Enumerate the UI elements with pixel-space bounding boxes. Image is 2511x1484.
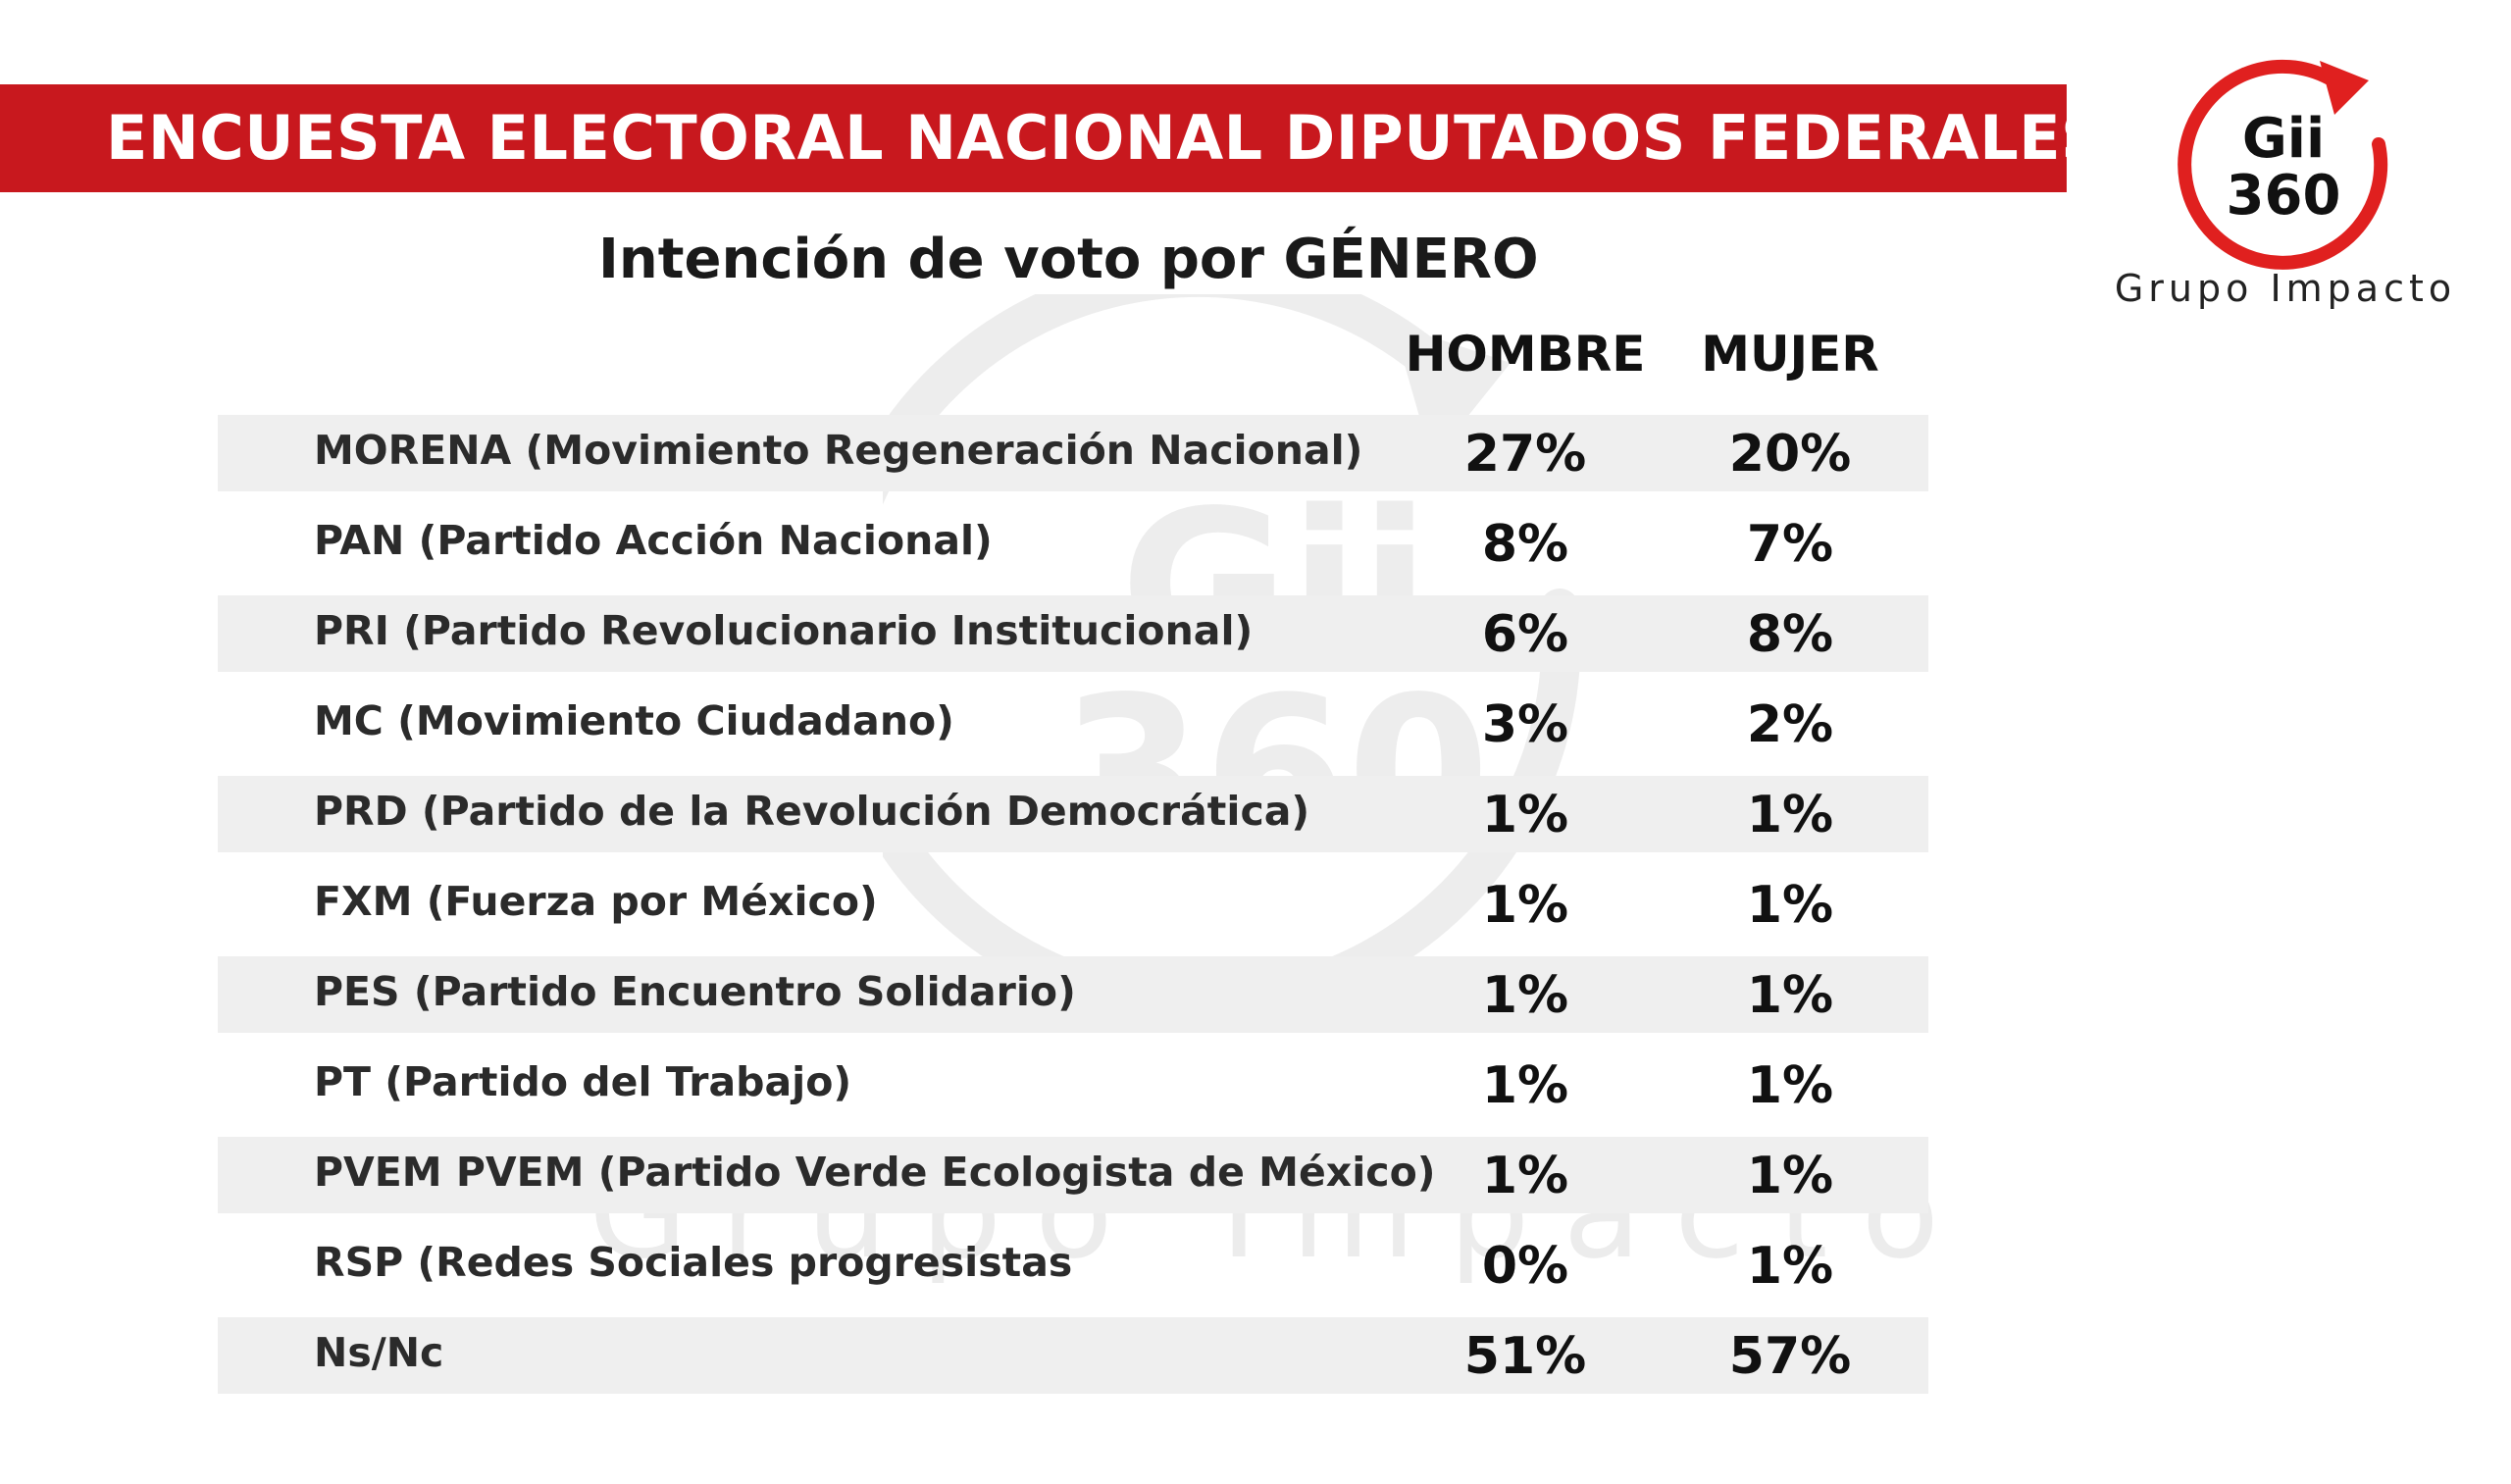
- table-row: FXM (Fuerza por México) 1% 1%: [218, 866, 1928, 956]
- value-mujer: 1%: [1746, 966, 1834, 1025]
- chart-subtitle: Intención de voto por GÉNERO: [598, 228, 1539, 291]
- column-header-mujer: MUJER: [1701, 326, 1879, 383]
- value-mujer: 1%: [1746, 1237, 1834, 1296]
- table-row: Ns/Nc 51% 57%: [218, 1317, 1928, 1407]
- column-header-hombre: HOMBRE: [1405, 326, 1646, 383]
- party-name: MC (Movimiento Ciudadano): [314, 697, 954, 744]
- value-hombre: 1%: [1481, 1147, 1569, 1205]
- party-name: PAN (Partido Acción Nacional): [314, 517, 993, 564]
- party-name: RSP (Redes Sociales progresistas: [314, 1239, 1073, 1286]
- value-hombre: 1%: [1481, 876, 1569, 935]
- table-row: PT (Partido del Trabajo) 1% 1%: [218, 1047, 1928, 1137]
- title-banner: ENCUESTA ELECTORAL NACIONAL DIPUTADOS FE…: [0, 84, 2105, 192]
- value-mujer: 8%: [1746, 605, 1834, 664]
- party-name: PT (Partido del Trabajo): [314, 1058, 852, 1105]
- value-hombre: 51%: [1463, 1327, 1587, 1386]
- value-hombre: 8%: [1481, 515, 1569, 574]
- value-mujer: 57%: [1728, 1327, 1852, 1386]
- table-row: PES (Partido Encuentro Solidario) 1% 1%: [218, 956, 1928, 1047]
- value-hombre: 3%: [1481, 695, 1569, 754]
- table-row: PAN (Partido Acción Nacional) 8% 7%: [218, 505, 1928, 595]
- value-mujer: 7%: [1746, 515, 1834, 574]
- party-name: PRI (Partido Revolucionario Instituciona…: [314, 607, 1254, 654]
- value-mujer: 20%: [1728, 425, 1852, 484]
- results-table: MORENA (Movimiento Regeneración Nacional…: [218, 415, 1928, 1407]
- table-row: PRD (Partido de la Revolución Democrátic…: [218, 776, 1928, 866]
- table-row: MORENA (Movimiento Regeneración Nacional…: [218, 415, 1928, 505]
- table-row: RSP (Redes Sociales progresistas 0% 1%: [218, 1227, 1928, 1317]
- logo-line1: Gii: [2242, 107, 2325, 171]
- value-mujer: 1%: [1746, 786, 1834, 844]
- party-name: MORENA (Movimiento Regeneración Nacional…: [314, 427, 1363, 474]
- party-name: PVEM PVEM (Partido Verde Ecologista de M…: [314, 1149, 1436, 1196]
- gii360-logo-icon: Gii 360: [2178, 59, 2388, 270]
- value-hombre: 0%: [1481, 1237, 1569, 1296]
- value-hombre: 6%: [1481, 605, 1569, 664]
- party-name: FXM (Fuerza por México): [314, 878, 878, 925]
- party-name: PRD (Partido de la Revolución Democrátic…: [314, 788, 1310, 835]
- value-hombre: 1%: [1481, 966, 1569, 1025]
- party-name: Ns/Nc: [314, 1329, 444, 1376]
- value-hombre: 1%: [1481, 786, 1569, 844]
- table-row: PVEM PVEM (Partido Verde Ecologista de M…: [218, 1137, 1928, 1227]
- banner-title: ENCUESTA ELECTORAL NACIONAL DIPUTADOS FE…: [106, 102, 2106, 174]
- value-mujer: 1%: [1746, 876, 1834, 935]
- table-row: PRI (Partido Revolucionario Instituciona…: [218, 595, 1928, 686]
- party-name: PES (Partido Encuentro Solidario): [314, 968, 1076, 1015]
- logo-caption: Grupo Impacto: [2114, 267, 2457, 310]
- value-mujer: 1%: [1746, 1147, 1834, 1205]
- value-hombre: 27%: [1463, 425, 1587, 484]
- value-mujer: 2%: [1746, 695, 1834, 754]
- table-row: MC (Movimiento Ciudadano) 3% 2%: [218, 686, 1928, 776]
- value-hombre: 1%: [1481, 1056, 1569, 1115]
- value-mujer: 1%: [1746, 1056, 1834, 1115]
- logo-line2: 360: [2227, 164, 2341, 228]
